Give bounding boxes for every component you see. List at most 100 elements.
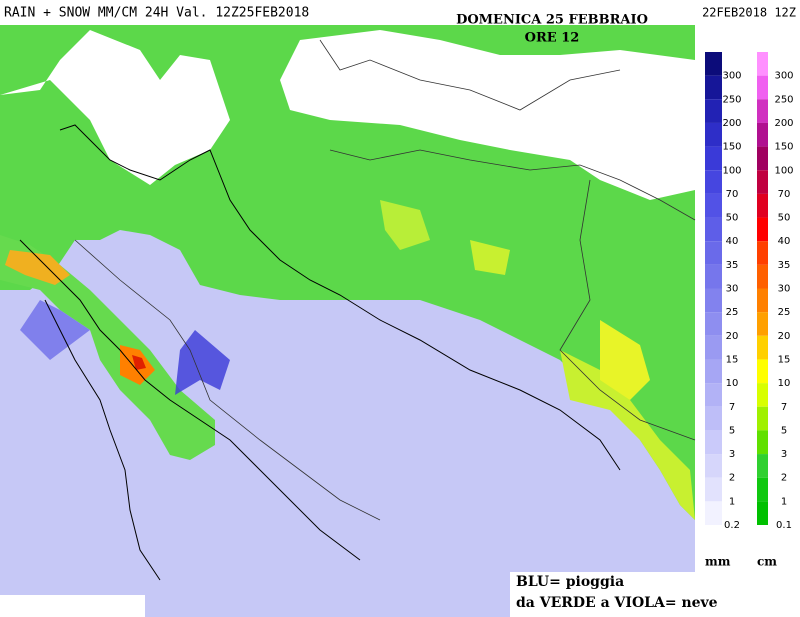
level-label: 7 (781, 402, 787, 413)
color-swatch (705, 312, 722, 336)
level-label: 35 (726, 260, 739, 271)
date-label: DOMENICA 25 FEBBRAIO (456, 13, 648, 28)
level-label: 20 (726, 331, 739, 342)
color-swatch (705, 335, 722, 360)
note-box (510, 572, 695, 617)
level-label: 50 (726, 213, 739, 224)
level-label: 20 (778, 331, 791, 342)
rain-heavy (175, 330, 230, 395)
color-swatch (757, 170, 768, 194)
color-swatch (705, 217, 722, 242)
level-label: 300 (722, 71, 741, 82)
level-label: 0.2 (724, 520, 740, 531)
level-label: 5 (729, 425, 735, 436)
region-border (74, 239, 381, 521)
color-swatch (757, 193, 768, 218)
level-label: 100 (722, 165, 741, 176)
level-label: 30 (726, 284, 739, 295)
blank-area (0, 595, 145, 617)
level-label: 1 (729, 496, 735, 507)
level-label: 40 (778, 236, 791, 247)
snow-yellow-1 (380, 200, 430, 250)
level-label: 2 (781, 473, 787, 484)
level-label: 250 (774, 94, 793, 105)
level-label: 150 (774, 142, 793, 153)
level-label: 15 (778, 354, 791, 365)
level-label: 2 (729, 473, 735, 484)
level-label: 30 (778, 284, 791, 295)
level-label: 250 (722, 94, 741, 105)
color-swatch (757, 406, 768, 431)
color-swatch (757, 217, 768, 242)
color-swatch (757, 122, 768, 147)
rain-colorbar: 300 250 200 150 100 70 50 40 35 30 25 20 15 10 7 5 3 2 1 0.… (705, 52, 742, 531)
snow-field-apennines (0, 235, 215, 460)
coastline-adriatic-east (59, 124, 621, 471)
color-swatch (757, 312, 768, 336)
color-swatch (757, 359, 768, 384)
color-swatch (705, 170, 722, 194)
color-swatch (705, 359, 722, 384)
country-border-2 (559, 179, 696, 441)
level-label: 70 (726, 189, 739, 200)
color-swatch (757, 241, 768, 265)
level-label: 300 (774, 71, 793, 82)
snow-yellow-balkans-2 (600, 320, 650, 400)
no-precip-alps (0, 30, 230, 185)
run-label: 22FEB2018 12Z (702, 6, 796, 20)
level-label: 3 (781, 449, 787, 460)
color-swatch (757, 335, 768, 360)
color-swatch (705, 477, 722, 502)
no-precip-north (280, 30, 695, 200)
level-label: 1 (781, 496, 787, 507)
snow-orange (5, 250, 70, 285)
level-label: 200 (722, 118, 741, 129)
color-swatch (705, 264, 722, 289)
snow-red (132, 355, 146, 370)
color-swatch (757, 477, 768, 502)
color-swatch (705, 241, 722, 265)
color-swatch (757, 430, 768, 455)
rain-unit: mm (705, 555, 731, 569)
color-swatch (757, 146, 768, 171)
level-label: 50 (778, 213, 791, 224)
color-swatch (757, 501, 768, 525)
level-label: 40 (726, 236, 739, 247)
level-label: 3 (729, 449, 735, 460)
snow-yellow-balkans (560, 350, 695, 520)
snow-unit: cm (757, 555, 777, 569)
level-label: 10 (726, 378, 739, 389)
color-swatch (757, 383, 768, 407)
color-swatch (705, 193, 722, 218)
level-label: 0.1 (776, 520, 792, 531)
color-swatch (705, 383, 722, 407)
level-label: 100 (774, 165, 793, 176)
hour-label: ORE 12 (525, 31, 580, 46)
snow-yellow-2 (470, 240, 510, 275)
color-swatch (705, 122, 722, 147)
color-swatch (705, 52, 722, 76)
country-border-3 (319, 39, 621, 111)
map-title: RAIN + SNOW MM/CM 24H Val. 12Z25FEB2018 (4, 6, 309, 21)
level-label: 5 (781, 425, 787, 436)
color-swatch (705, 501, 722, 525)
country-border (329, 149, 696, 221)
color-swatch (705, 430, 722, 455)
level-label: 10 (778, 378, 791, 389)
color-swatch (705, 99, 722, 123)
color-swatch (757, 99, 768, 123)
note-rain: BLU= pioggia (516, 574, 624, 590)
color-swatch (757, 264, 768, 289)
color-swatch (757, 454, 768, 478)
coastline-italy-east (19, 239, 361, 561)
level-label: 15 (726, 354, 739, 365)
level-label: 25 (778, 307, 791, 318)
level-label: 200 (774, 118, 793, 129)
color-swatch (757, 288, 768, 313)
color-swatch (705, 146, 722, 171)
color-swatch (705, 75, 722, 100)
level-label: 35 (778, 260, 791, 271)
level-label: 150 (722, 142, 741, 153)
rain-moderate (20, 300, 90, 360)
map (0, 25, 696, 617)
